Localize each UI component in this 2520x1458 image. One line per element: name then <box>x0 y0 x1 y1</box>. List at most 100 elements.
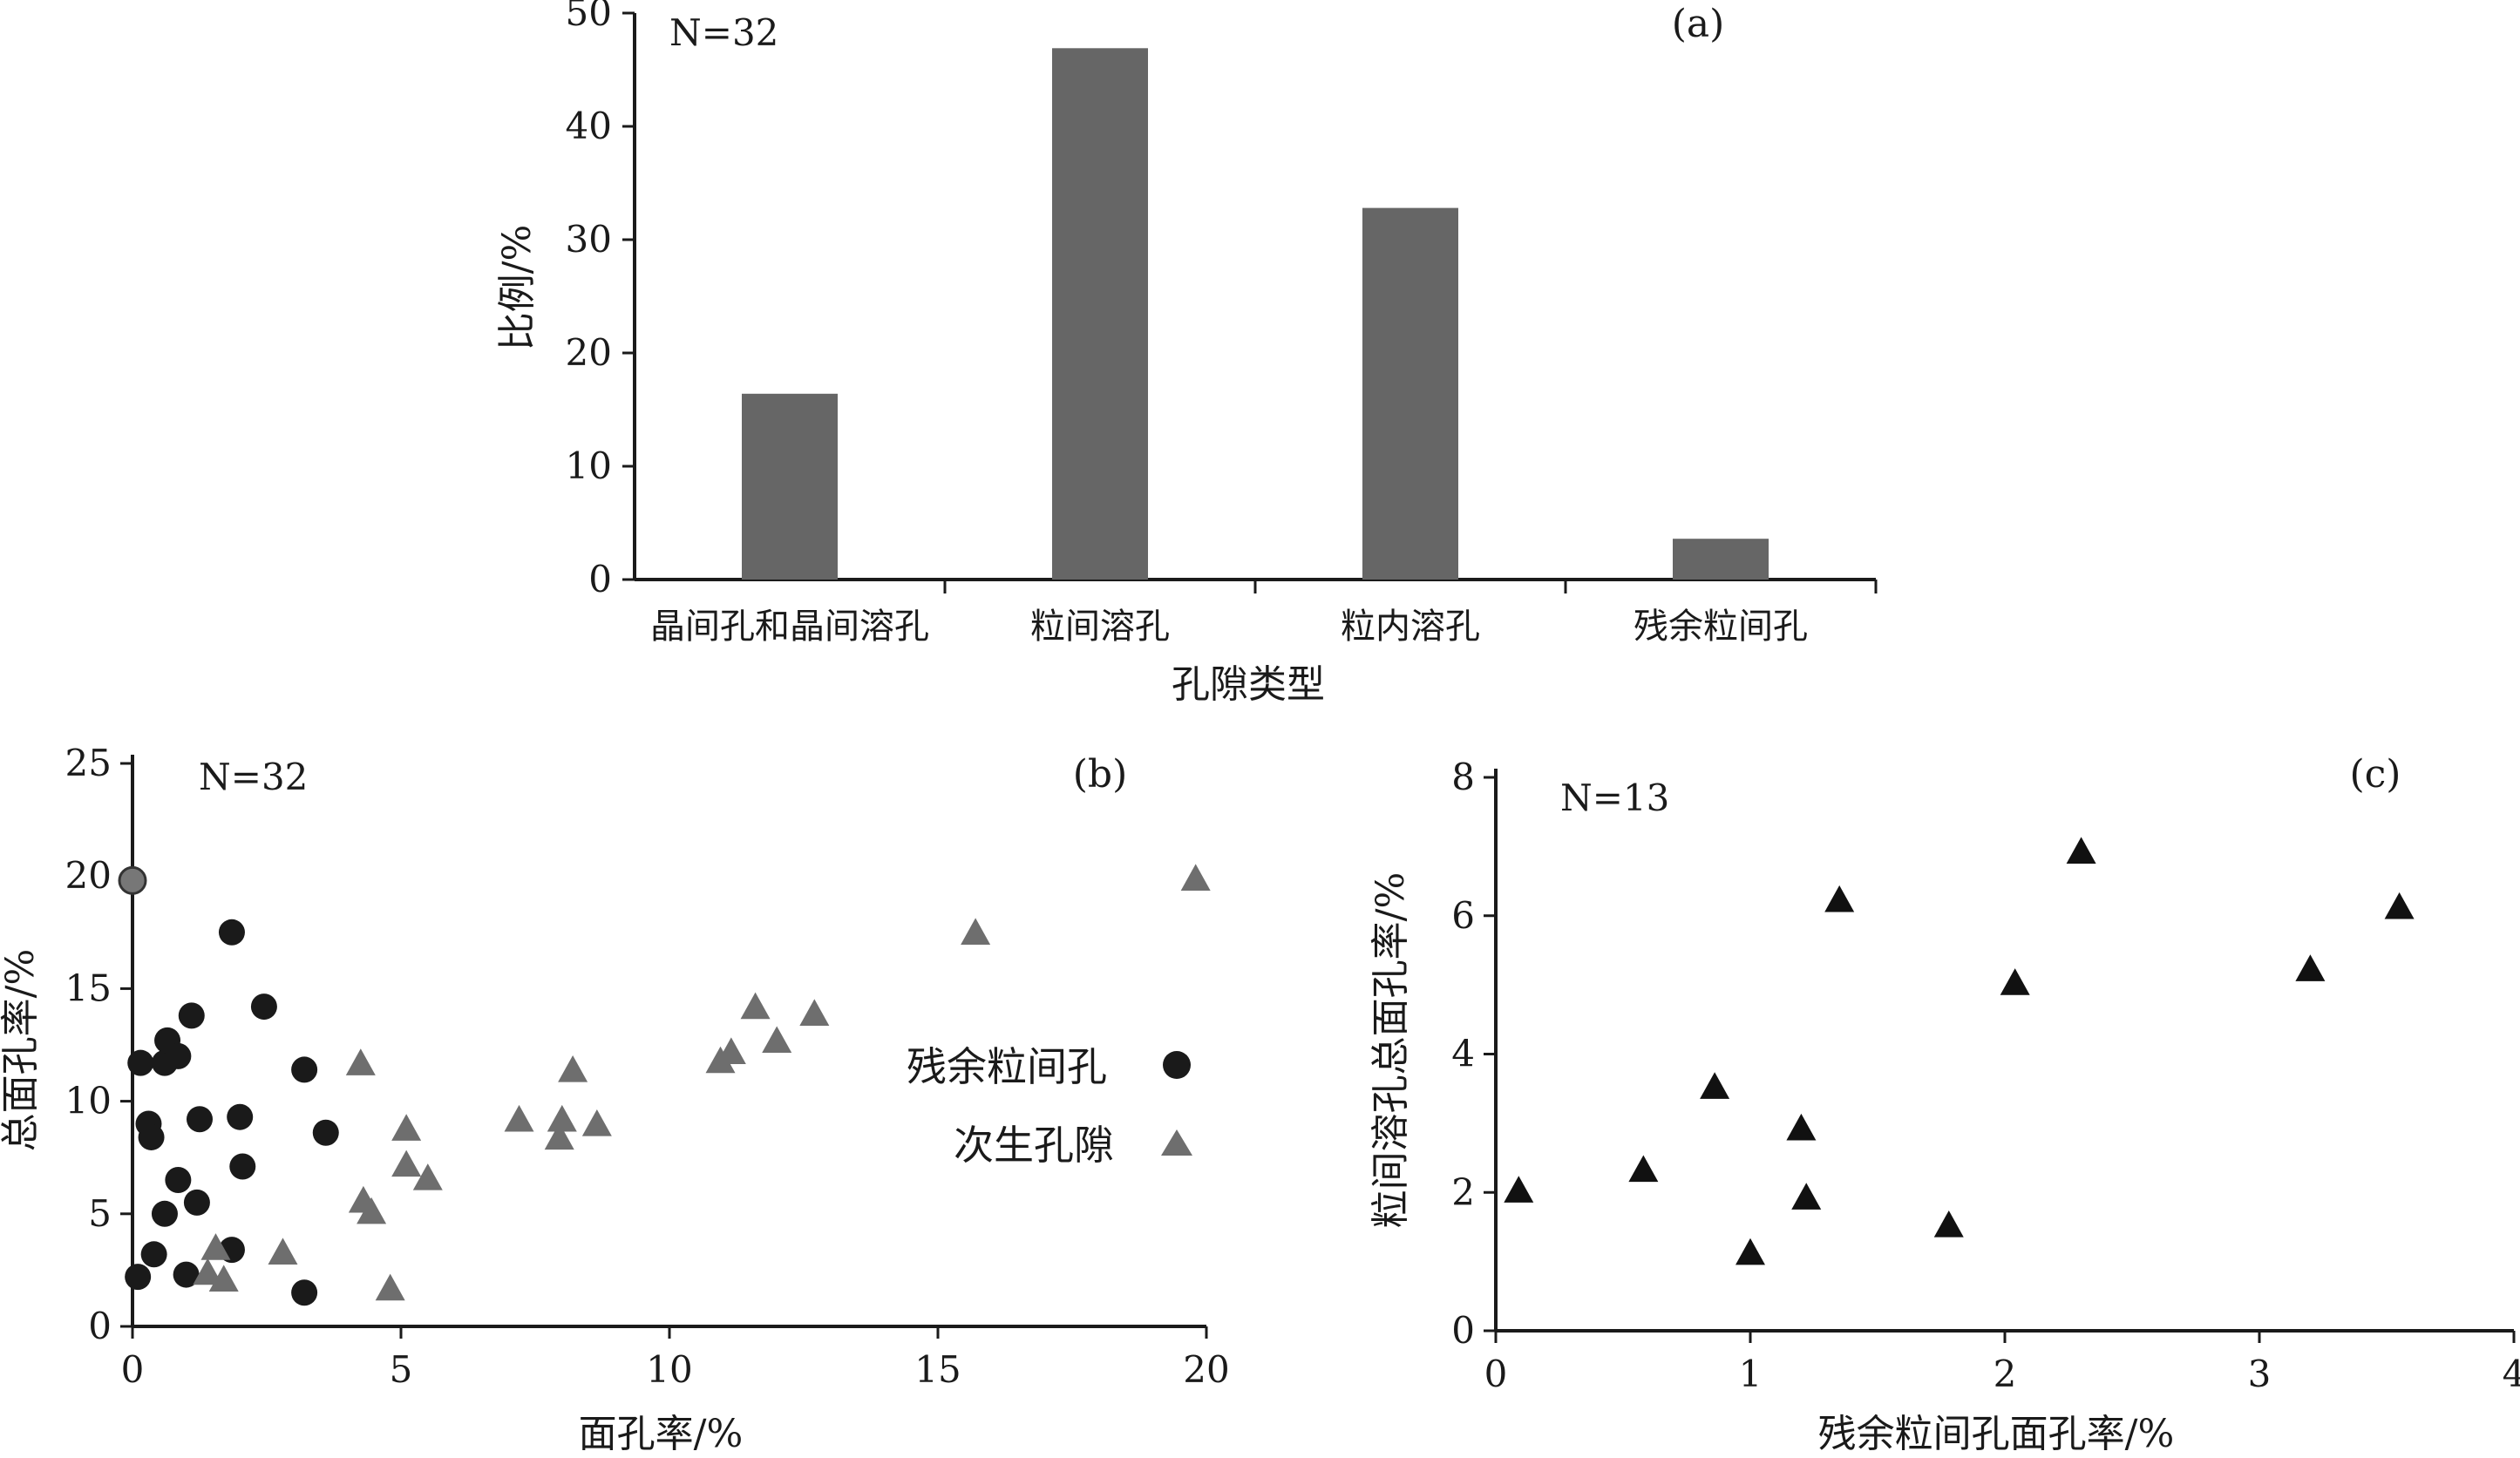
panel-b-point <box>229 1153 256 1180</box>
panel-b-x-tick-label: 15 <box>914 1348 961 1391</box>
legend-marker-residual <box>1163 1051 1191 1079</box>
panel-c-point <box>1791 1183 1822 1210</box>
panel-c-x-tick-label: 0 <box>1484 1353 1508 1395</box>
panel-c-y-tick-label: 8 <box>1451 756 1475 798</box>
panel-a-bar-chart: (a) N=32 比例/% 孔隙类型 0 10 20 30 40 50 晶间孔和晶间溶孔 粒间… <box>495 0 1878 707</box>
panel-b-y-axis-title: 总面孔率/% <box>0 949 43 1152</box>
panel-a-y-tick-label: 40 <box>566 105 612 147</box>
panel-c-x-tick-label: 3 <box>2248 1353 2272 1395</box>
panel-c-y-tick-label: 0 <box>1451 1309 1475 1352</box>
panel-a-n-label: N=32 <box>669 11 778 54</box>
panel-c-label: (c) <box>2350 752 2401 797</box>
panel-b-point <box>187 1106 213 1133</box>
panel-b-point <box>412 1163 443 1190</box>
panel-a-category-label: 粒内溶孔 <box>1341 607 1480 647</box>
panel-a-y-tick-label: 30 <box>566 218 612 261</box>
panel-c-x-tick-label: 2 <box>1994 1353 2017 1395</box>
panel-b-x-tick-label: 10 <box>646 1348 692 1391</box>
panel-b-point <box>581 1109 612 1136</box>
panel-b-point <box>345 1048 376 1075</box>
panel-b-point <box>558 1055 588 1082</box>
panel-b-point <box>268 1238 298 1265</box>
panel-b-point <box>151 1200 178 1227</box>
panel-a-y-tick-label: 50 <box>566 0 612 34</box>
panel-b-point <box>291 1056 318 1083</box>
panel-a-y-tick-label: 20 <box>566 331 612 374</box>
panel-b-point <box>138 1123 165 1150</box>
panel-b-point <box>200 1233 231 1260</box>
panel-b-point <box>250 993 277 1021</box>
panel-c-x-tick-label: 1 <box>1739 1353 1763 1395</box>
panel-b-y-tick-label: 25 <box>65 742 112 784</box>
panel-c-point <box>1933 1210 1964 1238</box>
panel-c-scatter-chart: (c) N=13 粒间溶孔总面孔率/% 残余粒间孔面孔率/% 0 2 4 6 8 0 1 2 3… <box>1369 752 2520 1456</box>
panel-b-label: (b) <box>1073 752 1128 797</box>
panel-a-bar <box>1362 207 1458 580</box>
panel-a-y-axis-title: 比例/% <box>495 225 540 351</box>
panel-b-point <box>716 1037 746 1064</box>
panel-c-point <box>1824 885 1855 912</box>
panel-b-x-tick-label: 5 <box>390 1348 413 1391</box>
panel-b-point <box>165 1042 192 1069</box>
panel-b-point <box>740 992 771 1020</box>
panel-b-y-tick-label: 5 <box>88 1192 112 1235</box>
panel-c-y-axis-title: 粒间溶孔总面孔率/% <box>1369 872 1413 1229</box>
panel-a-category-label: 粒间溶孔 <box>1030 607 1170 647</box>
panel-c-point <box>1786 1113 1817 1141</box>
panel-b-point <box>165 1167 192 1194</box>
panel-a-x-axis-title: 孔隙类型 <box>1172 662 1325 707</box>
panel-b-x-tick-label: 0 <box>121 1348 145 1391</box>
panel-a-category-label: 晶间孔和晶间溶孔 <box>650 607 929 647</box>
panel-b-point <box>227 1103 254 1130</box>
panel-b-point <box>762 1026 792 1054</box>
panel-b-point <box>173 1261 200 1288</box>
panel-c-point <box>1735 1238 1765 1265</box>
panel-b-point <box>391 1149 422 1177</box>
panel-b-point <box>193 1258 223 1285</box>
panel-b-point <box>799 999 830 1027</box>
panel-c-y-tick-label: 2 <box>1451 1170 1475 1213</box>
legend-label-secondary: 次生孔隙 <box>954 1122 1114 1169</box>
panel-c-n-label: N=13 <box>1560 776 1669 819</box>
panel-b-point-highlight <box>118 865 147 895</box>
panel-b-point <box>291 1279 318 1306</box>
panel-b-point <box>961 918 991 946</box>
panel-b-point <box>547 1104 577 1132</box>
panel-b-point <box>127 1049 154 1076</box>
panel-b-y-tick-label: 10 <box>65 1080 112 1122</box>
panel-a-bar <box>742 393 838 580</box>
panel-c-point <box>1700 1072 1730 1099</box>
panel-a-bar <box>1673 539 1769 580</box>
panel-b-y-tick-label: 15 <box>65 966 112 1009</box>
panel-b-point <box>391 1114 422 1141</box>
panel-c-y-tick-label: 6 <box>1451 894 1475 937</box>
panel-b-point <box>357 1197 387 1224</box>
panel-b-point <box>208 1265 239 1292</box>
panel-b-point <box>375 1273 405 1301</box>
panel-a-label: (a) <box>1672 2 1725 46</box>
panel-b-scatter-chart: (b) N=32 总面孔率/% 面孔率/% 残余粒间孔 次生孔隙 0 5 10 15 2… <box>0 742 1230 1456</box>
panel-c-point <box>2000 968 2030 995</box>
panel-c-point <box>2066 837 2096 864</box>
panel-a-y-tick-label: 10 <box>566 444 612 487</box>
legend-marker-secondary <box>1161 1129 1192 1156</box>
panel-b-y-tick-label: 20 <box>65 854 112 897</box>
panel-b-point <box>312 1119 339 1146</box>
panel-b-point <box>140 1241 167 1268</box>
panel-b-point <box>1180 864 1211 891</box>
panel-c-y-tick-label: 4 <box>1451 1033 1475 1075</box>
panel-c-point <box>1504 1176 1534 1203</box>
panel-a-category-label: 残余粒间孔 <box>1634 607 1808 647</box>
panel-b-n-label: N=32 <box>199 756 308 798</box>
panel-b-point <box>178 1002 205 1029</box>
panel-b-point <box>544 1122 574 1150</box>
panel-a-bar <box>1052 48 1148 580</box>
panel-c-point <box>2384 892 2415 919</box>
panel-b-point <box>183 1189 210 1216</box>
panel-c-point <box>1628 1155 1659 1183</box>
panel-c-x-tick-label: 4 <box>2503 1353 2520 1395</box>
panel-b-y-tick-label: 0 <box>88 1305 112 1347</box>
panel-c-point <box>2295 954 2326 981</box>
panel-b-x-tick-label: 20 <box>1183 1348 1229 1391</box>
